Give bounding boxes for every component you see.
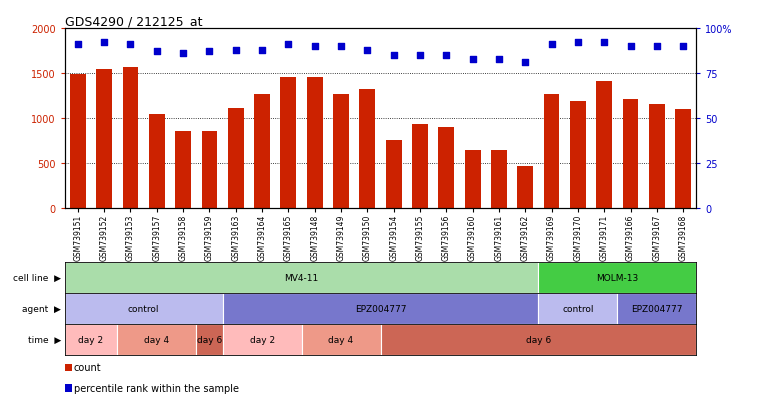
Bar xyxy=(175,132,191,209)
Point xyxy=(493,56,505,63)
Point xyxy=(361,47,374,54)
Text: MOLM-13: MOLM-13 xyxy=(596,273,638,282)
Bar xyxy=(438,127,454,209)
Bar xyxy=(465,150,480,209)
Text: day 2: day 2 xyxy=(250,335,275,344)
Text: count: count xyxy=(74,363,101,373)
Point xyxy=(519,60,531,66)
Point xyxy=(124,42,136,48)
Point xyxy=(335,43,347,50)
Bar xyxy=(622,100,638,209)
Bar xyxy=(70,75,86,209)
Bar xyxy=(254,95,270,209)
Point xyxy=(677,43,689,50)
Bar xyxy=(301,324,380,355)
Text: percentile rank within the sample: percentile rank within the sample xyxy=(74,383,239,393)
Bar xyxy=(307,78,323,209)
Text: day 6: day 6 xyxy=(526,335,551,344)
Bar xyxy=(380,324,696,355)
Text: day 4: day 4 xyxy=(329,335,354,344)
Point xyxy=(256,47,268,54)
Point xyxy=(440,52,452,59)
Bar xyxy=(539,262,696,293)
Bar xyxy=(333,95,349,209)
Bar xyxy=(149,115,164,209)
Text: day 4: day 4 xyxy=(145,335,170,344)
Bar xyxy=(65,293,223,324)
Text: time  ▶: time ▶ xyxy=(27,335,61,344)
Point xyxy=(572,40,584,47)
Point xyxy=(151,49,163,56)
Text: EPZ004777: EPZ004777 xyxy=(355,304,406,313)
Bar xyxy=(359,90,375,209)
Point xyxy=(546,42,558,48)
Text: control: control xyxy=(128,304,159,313)
Bar xyxy=(65,324,117,355)
Point xyxy=(598,40,610,47)
Bar xyxy=(117,324,196,355)
Bar xyxy=(196,324,222,355)
Point xyxy=(98,40,110,47)
Bar xyxy=(228,109,244,209)
Bar xyxy=(386,140,402,209)
Bar xyxy=(570,102,586,209)
Point xyxy=(466,56,479,63)
Point xyxy=(309,43,321,50)
Bar xyxy=(223,293,539,324)
Bar xyxy=(617,293,696,324)
Bar xyxy=(123,68,139,209)
Text: MV4-11: MV4-11 xyxy=(285,273,319,282)
Point xyxy=(72,42,84,48)
Text: day 6: day 6 xyxy=(197,335,222,344)
Bar xyxy=(543,95,559,209)
Text: GDS4290 / 212125_at: GDS4290 / 212125_at xyxy=(65,15,202,28)
Point xyxy=(177,51,189,57)
Point xyxy=(625,43,637,50)
Bar xyxy=(491,151,507,209)
Bar xyxy=(281,77,296,209)
Text: EPZ004777: EPZ004777 xyxy=(631,304,683,313)
Text: control: control xyxy=(562,304,594,313)
Bar xyxy=(649,105,665,209)
Bar xyxy=(517,166,533,209)
Point xyxy=(651,43,663,50)
Point xyxy=(387,52,400,59)
Bar xyxy=(65,262,539,293)
Point xyxy=(282,42,295,48)
Text: day 2: day 2 xyxy=(78,335,103,344)
Bar xyxy=(597,81,612,209)
Point xyxy=(230,47,242,54)
Bar xyxy=(202,131,218,209)
Bar xyxy=(539,293,617,324)
Bar xyxy=(412,125,428,209)
Point xyxy=(203,49,215,56)
Bar xyxy=(223,324,301,355)
Point xyxy=(414,52,426,59)
Bar xyxy=(96,70,112,209)
Bar xyxy=(675,109,691,209)
Text: agent  ▶: agent ▶ xyxy=(22,304,61,313)
Text: cell line  ▶: cell line ▶ xyxy=(13,273,61,282)
